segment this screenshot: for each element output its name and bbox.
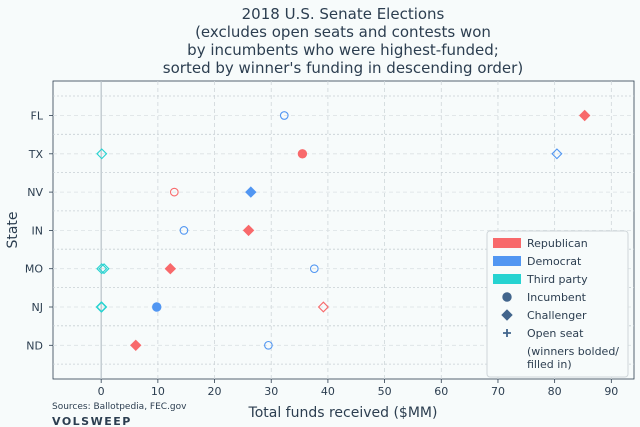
data-point [578, 109, 591, 122]
data-point [279, 111, 289, 120]
title-line: sorted by winner's funding in descending… [163, 59, 523, 77]
data-point [152, 302, 162, 312]
data-point [164, 262, 177, 275]
data-point [179, 226, 189, 235]
data-point [96, 263, 108, 275]
legend: Republican Democrat Third party Incumbent Ch… [486, 230, 629, 378]
x-tick-label: 30 [264, 385, 278, 398]
legend-entry: Open seat [527, 327, 584, 340]
brand-logo: VOLSWEEP [52, 415, 132, 427]
data-point [297, 149, 308, 159]
data-points [95, 109, 591, 352]
data-point [169, 187, 179, 197]
legend-marker [502, 292, 512, 302]
data-point [551, 148, 563, 160]
y-tick-label: IN [32, 224, 43, 237]
y-tick-label: ND [26, 339, 43, 352]
x-tick-label: 20 [208, 385, 222, 398]
x-tick-label: 70 [491, 385, 505, 398]
x-axis-ticks: 0 10 20 30 40 50 60 70 80 90 [98, 379, 618, 398]
data-point [96, 301, 108, 313]
legend-entry: Democrat [527, 255, 582, 268]
data-point [317, 301, 329, 313]
x-tick-label: 60 [434, 385, 448, 398]
y-tick-label: MO [25, 263, 43, 276]
legend-entry: Republican [527, 237, 588, 250]
x-tick-label: 0 [98, 385, 105, 398]
y-tick-label: NV [27, 186, 43, 199]
legend-note: filled in) [527, 358, 572, 371]
x-tick-label: 80 [548, 385, 562, 398]
x-tick-label: 50 [378, 385, 392, 398]
y-axis-ticks: FL TX NV IN MO NJ ND [25, 110, 53, 352]
y-tick-label: FL [31, 110, 44, 123]
x-tick-label: 90 [604, 385, 618, 398]
sources-note: Sources: Ballotpedia, FEC.gov [52, 402, 187, 412]
y-axis-label: State [5, 211, 21, 248]
legend-marker [501, 309, 513, 321]
data-point [98, 263, 110, 275]
y-tick-label: NJ [32, 301, 43, 314]
title-line: (excludes open seats and contests won [195, 23, 491, 41]
data-point [242, 224, 255, 237]
chart-title: 2018 U.S. Senate Elections(excludes open… [163, 5, 523, 77]
legend-swatch [493, 256, 521, 266]
legend-note: (winners bolded/ [527, 345, 619, 358]
legend-entry: Incumbent [527, 291, 587, 304]
x-axis-label: Total funds received ($MM) [248, 405, 438, 421]
data-point [264, 340, 273, 350]
x-tick-label: 40 [321, 385, 335, 398]
legend-swatch [493, 274, 521, 284]
title-line: by incumbents who were highest-funded; [187, 41, 499, 59]
legend-swatch [493, 238, 521, 248]
data-point [96, 148, 108, 160]
data-point [309, 264, 319, 274]
data-point [130, 339, 142, 352]
y-tick-label: TX [28, 148, 44, 161]
legend-entry: Third party [526, 273, 588, 286]
legend-box [486, 230, 629, 378]
legend-entry: Challenger [527, 309, 587, 322]
x-tick-label: 10 [151, 385, 165, 398]
title-line: 2018 U.S. Senate Elections [242, 5, 445, 23]
legend-marker [503, 329, 511, 337]
data-point [245, 186, 257, 198]
